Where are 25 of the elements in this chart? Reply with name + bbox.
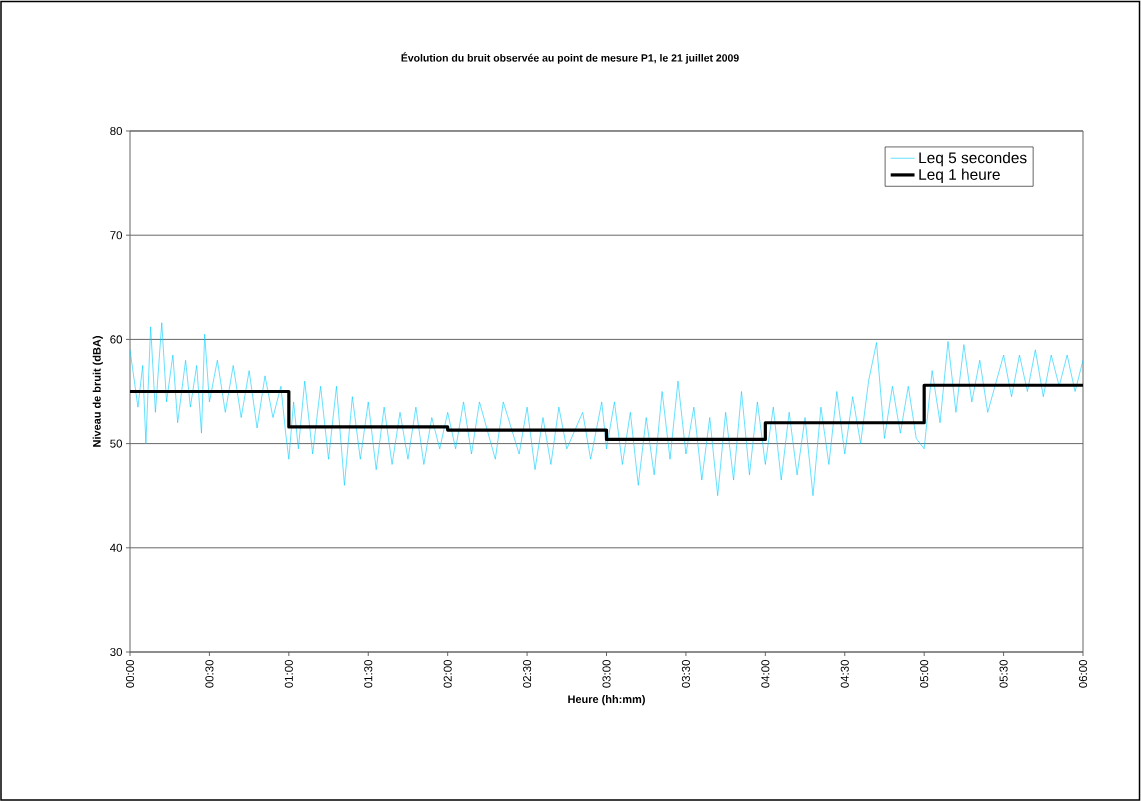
x-tick-label: 02:00: [443, 659, 452, 688]
legend-label: Leq 5 secondes: [919, 151, 1027, 167]
x-tick-label: 02:30: [523, 659, 532, 688]
chart-title: Évolution du bruit observée au point de mesure P1, le 21 juillet 2009: [401, 52, 739, 64]
x-tick-label: 00:30: [205, 659, 214, 688]
x-axis-title: Heure (hh:mm): [568, 695, 645, 706]
x-tick-label: 04:30: [840, 659, 849, 688]
x-tick-label: 03:30: [681, 659, 690, 688]
y-tick-label: 60: [110, 335, 123, 344]
x-tick-label: 06:00: [1078, 659, 1088, 688]
x-tick-label: 03:00: [602, 659, 611, 688]
x-tick-label: 05:00: [920, 659, 929, 688]
x-tick-label: 00:00: [125, 659, 135, 688]
y-axis-title: Niveau de bruit (dBA): [92, 336, 103, 447]
y-tick-label: 70: [110, 231, 123, 240]
line-series: [130, 322, 1084, 496]
y-tick-label: 50: [110, 439, 123, 448]
x-tick-label: 01:30: [364, 659, 373, 688]
y-tick-label: 30: [110, 647, 123, 657]
y-tick-label: 40: [110, 543, 123, 552]
y-tick-label: 80: [110, 126, 123, 136]
x-tick-label: 05:30: [999, 659, 1008, 688]
x-tick-label: 04:00: [761, 659, 770, 688]
legend-label: Leq 1 heure: [919, 168, 1000, 183]
x-tick-label: 01:00: [284, 659, 293, 688]
